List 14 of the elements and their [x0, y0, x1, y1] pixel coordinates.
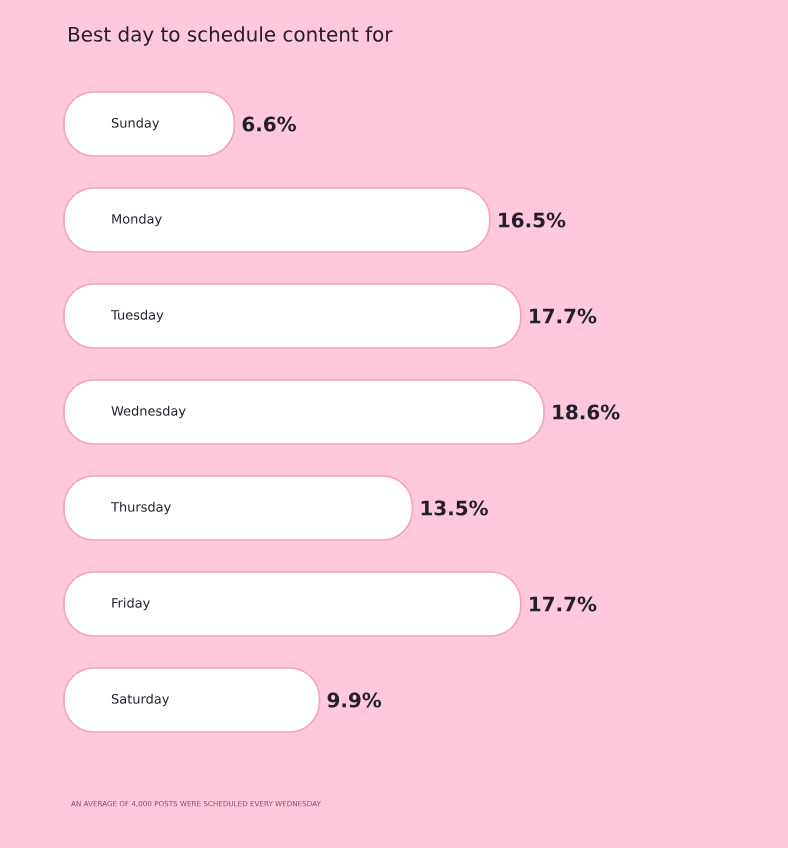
- chart-title: Best day to schedule content for: [69, 26, 393, 46]
- data-label: 17.7%: [530, 308, 597, 324]
- data-label: 9.9%: [327, 692, 382, 708]
- bar: [63, 187, 491, 253]
- data-label: 17.7%: [530, 596, 597, 612]
- bar: [63, 571, 522, 637]
- data-label: 6.6%: [242, 116, 297, 132]
- bar: [63, 283, 522, 349]
- bar: [63, 379, 545, 445]
- data-label: 16.5%: [499, 212, 566, 228]
- bar: [63, 667, 321, 733]
- data-label: 13.5%: [421, 500, 488, 516]
- bar: [63, 475, 414, 541]
- data-label: 18.6%: [553, 404, 620, 420]
